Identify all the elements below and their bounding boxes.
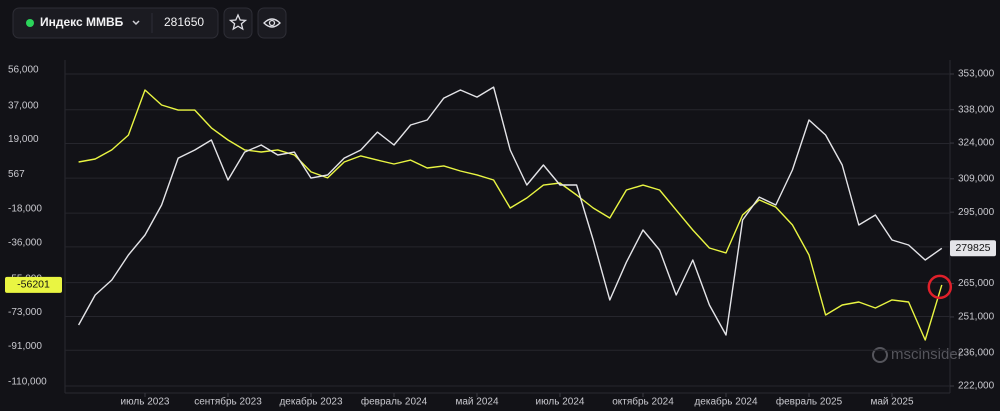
eye-icon [263, 18, 281, 28]
x-tick-label: декабрь 2023 [279, 396, 343, 408]
x-tick-label: февраль 2025 [776, 396, 843, 408]
y-tick-label: 56,000 [8, 65, 39, 76]
instrument-selector[interactable] [12, 7, 219, 39]
eye-pupil [268, 19, 276, 27]
last-value-badge [950, 240, 996, 257]
x-tick-label: июль 2024 [536, 397, 585, 408]
status-dot [26, 19, 34, 27]
y-tick-label: 37,000 [8, 100, 39, 111]
dropdown-chevron[interactable] [132, 20, 140, 26]
x-tick-label: май 2025 [870, 397, 913, 408]
y-tick-label: -73,000 [8, 307, 42, 318]
x-tick-label: февраль 2024 [361, 396, 428, 408]
x-tick-label: сентябрь 2023 [194, 396, 262, 408]
last-value-badge [5, 276, 62, 293]
y-tick-label: 19,000 [8, 134, 39, 145]
y2-tick-label: 295,000 [958, 207, 995, 218]
watermark: mscinsider [891, 346, 963, 363]
highlight-ring [927, 274, 953, 300]
series-line [78, 89, 943, 341]
favorite-button[interactable] [223, 7, 253, 39]
y2-tick-label: 236,000 [958, 347, 995, 358]
watermark-group: mscinsider [872, 346, 963, 363]
y-tick-label: -36,000 [8, 238, 42, 249]
watermark-logo [872, 347, 888, 363]
toolbar: Индекс ММВБ 281650 [12, 7, 287, 39]
last-value-label: -56201 [17, 279, 50, 291]
y-tick-label: -91,000 [8, 341, 42, 352]
y-tick-label: 567 [8, 169, 25, 180]
y2-tick-label: 222,000 [958, 381, 995, 392]
y2-tick-label: 251,000 [958, 312, 995, 323]
grid-layer [65, 73, 950, 387]
visibility-button[interactable] [257, 7, 287, 39]
x-tick-label: декабрь 2024 [694, 396, 758, 408]
y2-tick-label: 353,000 [958, 69, 995, 80]
y2-tick-label: 338,000 [958, 104, 995, 115]
x-tick-label: октябрь 2024 [612, 396, 674, 408]
y2-tick-label: 309,000 [958, 173, 995, 184]
y2-tick-label: 324,000 [958, 138, 995, 149]
x-tick-label: июль 2023 [121, 397, 170, 408]
series-line [77, 86, 943, 336]
y-tick-label: -110,000 [8, 377, 47, 388]
last-value-label: 279825 [955, 242, 990, 254]
star-icon [228, 13, 248, 31]
instrument-value: 281650 [164, 15, 204, 29]
y-tick-label: -18,000 [8, 204, 42, 215]
instrument-title: Индекс ММВБ [40, 15, 124, 29]
x-tick-label: май 2024 [455, 397, 498, 408]
y2-tick-label: 265,000 [958, 278, 995, 289]
